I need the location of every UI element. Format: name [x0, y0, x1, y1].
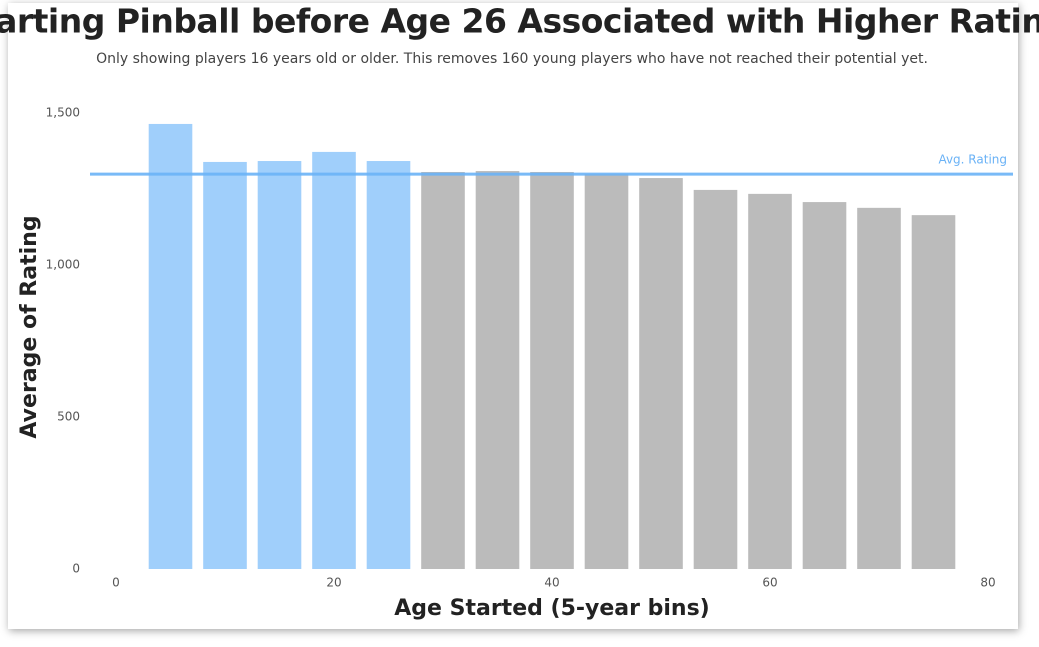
bar [911, 215, 956, 570]
bar [257, 161, 302, 570]
bar [693, 189, 738, 570]
bar [530, 171, 574, 569]
bar [312, 151, 356, 570]
bar [748, 193, 792, 569]
x-tick-label: 80 [980, 576, 995, 590]
bar [857, 207, 901, 569]
bar [148, 123, 193, 569]
x-tick-label: 0 [112, 576, 120, 590]
reference-line-label: Avg. Rating [938, 153, 1007, 167]
y-tick-label: 0 [72, 562, 80, 576]
x-axis-label: Age Started (5-year bins) [394, 596, 709, 621]
bar [802, 202, 847, 569]
bar [584, 174, 629, 569]
chart-subtitle: Only showing players 16 years old or old… [96, 51, 928, 67]
bar [421, 171, 465, 569]
y-tick-label: 1,500 [46, 106, 80, 120]
bar [475, 171, 520, 569]
bar [366, 161, 411, 570]
bar [203, 161, 247, 569]
y-axis-label: Average of Rating [17, 215, 42, 438]
chart-title: Starting Pinball before Age 26 Associate… [0, 2, 1039, 41]
x-tick-label: 60 [762, 576, 777, 590]
y-tick-label: 1,000 [46, 258, 80, 272]
x-tick-label: 20 [326, 576, 341, 590]
y-tick-label: 500 [57, 410, 80, 424]
bar [639, 178, 683, 569]
x-tick-label: 40 [544, 576, 559, 590]
